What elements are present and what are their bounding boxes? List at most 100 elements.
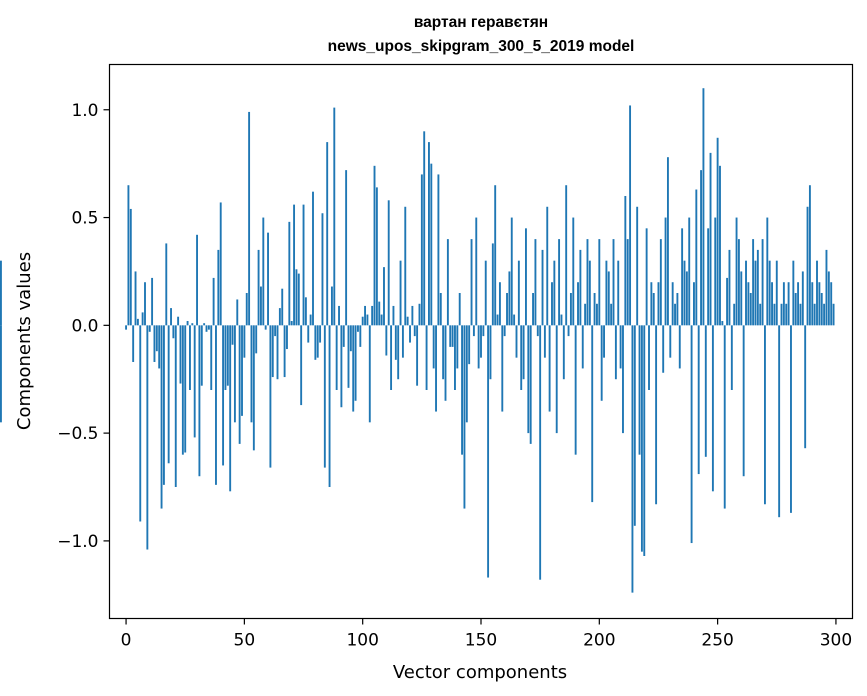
bar-component-90	[338, 305, 340, 326]
bar-component-172	[532, 293, 534, 326]
bar-component-67	[283, 325, 286, 378]
bar-component-61	[269, 325, 272, 468]
bar-component-251	[719, 165, 721, 326]
bar-component-70	[290, 321, 293, 326]
bar-component-101	[364, 305, 366, 326]
bar-component-75	[302, 204, 305, 326]
bar-component-1	[127, 185, 130, 326]
bar-component-63	[274, 325, 277, 337]
bar-component-22	[177, 316, 180, 326]
bar-component-96	[352, 325, 355, 412]
x-tick-label: 0	[121, 631, 132, 651]
bar-component-188	[569, 293, 572, 326]
bar-component-294	[820, 293, 823, 326]
bar-component-252	[721, 321, 724, 326]
x-tick-label: 50	[234, 631, 256, 651]
bar-component-259	[737, 239, 740, 326]
bar-component-287	[804, 325, 807, 449]
bar-component-240	[693, 282, 695, 326]
bar-component-192	[579, 249, 582, 326]
bar-component-181	[553, 260, 556, 326]
bar-component-38	[215, 325, 217, 485]
bar-component-208	[617, 260, 620, 326]
bar-component-114	[394, 325, 397, 360]
bar-component-290	[811, 282, 814, 326]
bar-component-189	[572, 217, 575, 326]
bar-component-241	[695, 189, 698, 326]
x-tick-label: 100	[346, 631, 378, 651]
bar-component-151	[482, 325, 485, 337]
bar-component-17	[165, 243, 168, 326]
bar-component-298	[830, 282, 833, 326]
bar-component-194	[584, 303, 587, 326]
x-axis-label: Vector components	[393, 662, 567, 683]
bar-component-undefined	[0, 325, 2, 423]
bar-component-133	[439, 293, 442, 326]
bar-component-41	[222, 325, 225, 466]
bar-component-159	[501, 325, 504, 412]
bar-component-91	[340, 325, 343, 408]
bar-component-107	[378, 301, 381, 326]
bar-component-203	[605, 260, 608, 326]
bar-component-271	[766, 217, 769, 326]
bar-component-3	[132, 325, 135, 362]
bar-component-267	[756, 249, 759, 326]
bar-component-4	[134, 271, 137, 326]
bar-component-98	[357, 325, 359, 332]
bar-component-39	[217, 249, 220, 326]
bar-component-49	[241, 325, 243, 416]
bar-component-104	[371, 305, 374, 326]
bar-component-221	[648, 325, 650, 390]
chart-title: вартан геравєтян	[414, 14, 548, 31]
bar-component-210	[622, 325, 624, 434]
bar-component-223	[652, 293, 655, 326]
bar-component-0	[125, 325, 128, 330]
bar-component-237	[685, 271, 688, 326]
bar-component-136	[446, 239, 449, 326]
bar-component-161	[506, 293, 508, 326]
bar-component-10	[148, 325, 151, 332]
bar-component-293	[818, 282, 821, 326]
bar-component-182	[555, 325, 558, 434]
bar-component-276	[778, 325, 781, 518]
bar-component-286	[801, 271, 804, 326]
bar-component-162	[508, 271, 511, 326]
bar-component-218	[640, 325, 643, 552]
bar-component-74	[300, 325, 303, 406]
bar-component-145	[468, 325, 471, 365]
bar-component-109	[383, 267, 385, 326]
bar-component-281	[790, 325, 792, 513]
bar-component-244	[702, 88, 705, 326]
bar-component-149	[477, 325, 480, 369]
bar-component-81	[316, 325, 319, 358]
bar-component-140	[456, 325, 459, 369]
bar-component-16	[162, 325, 165, 485]
bar-component-102	[366, 314, 369, 326]
bar-component-201	[600, 325, 603, 401]
bar-component-77	[307, 325, 310, 343]
bar-component-270	[764, 325, 766, 505]
bar-component-130	[432, 325, 435, 369]
bar-component-185	[562, 325, 565, 380]
bar-component-undefined	[0, 260, 2, 326]
bar-component-196	[588, 260, 591, 326]
y-axis-label: Components values	[14, 252, 35, 430]
bar-component-43	[226, 325, 229, 386]
bar-component-32	[200, 325, 203, 386]
bar-component-12	[153, 325, 156, 362]
bar-component-105	[373, 165, 376, 326]
bar-component-230	[669, 325, 672, 358]
bar-component-50	[243, 325, 246, 358]
bar-component-285	[799, 303, 802, 326]
bar-component-127	[425, 325, 428, 390]
bar-component-256	[730, 325, 733, 390]
bar-component-110	[385, 325, 388, 356]
bar-component-220	[645, 228, 648, 326]
chart-subtitle: news_upos_skipgram_300_5_2019 model	[328, 38, 635, 55]
bar-component-177	[543, 325, 546, 358]
bar-component-187	[567, 325, 570, 337]
bar-component-79	[312, 191, 314, 326]
bar-component-126	[423, 131, 426, 326]
bar-component-235	[681, 228, 684, 326]
bar-component-78	[309, 314, 312, 326]
